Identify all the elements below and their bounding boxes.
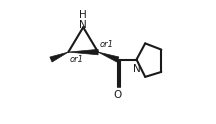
Polygon shape xyxy=(68,49,98,55)
Text: N: N xyxy=(133,64,140,74)
Text: O: O xyxy=(114,90,122,100)
Polygon shape xyxy=(50,52,68,62)
Text: N: N xyxy=(79,20,87,30)
Polygon shape xyxy=(98,52,119,62)
Text: or1: or1 xyxy=(70,55,84,64)
Text: or1: or1 xyxy=(99,40,113,49)
Text: H: H xyxy=(79,10,87,20)
